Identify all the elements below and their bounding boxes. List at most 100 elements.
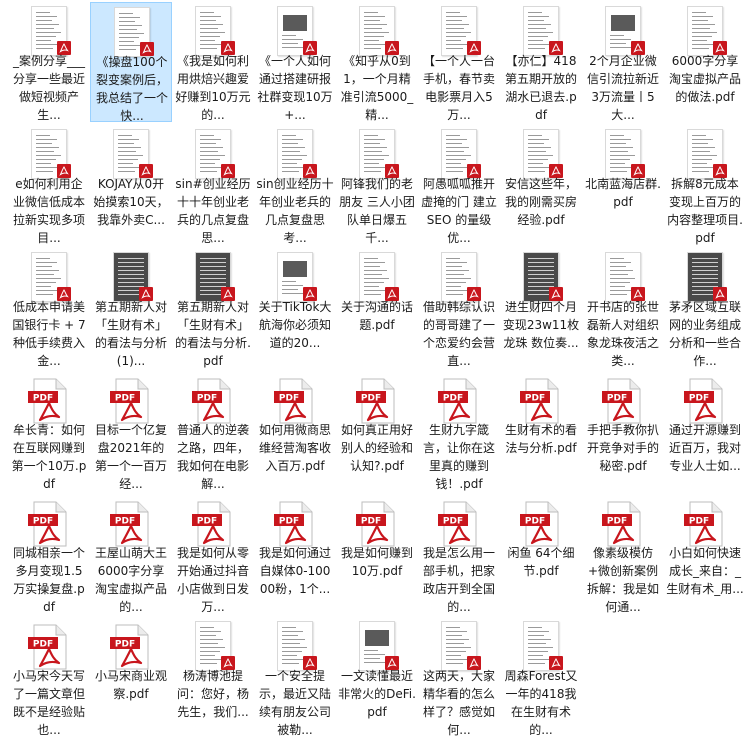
pdf-thumbnail-icon [277, 252, 317, 302]
pdf-badge-icon [221, 286, 235, 301]
file-item[interactable]: 6000字分享淘宝虚拟产品的做法.pdf [664, 2, 744, 122]
pdf-badge-icon [549, 40, 563, 55]
file-item[interactable]: 一文读懂最近非常火的DeFi.pdf [336, 617, 418, 737]
file-item[interactable]: PDF 如何真正用好别人的经验和认知?.pdf [336, 371, 418, 491]
file-item[interactable]: 进生财四个月变现23w11枚龙珠 数位奏... [500, 248, 582, 368]
page-text-line [364, 266, 380, 267]
pdf-file-icon: PDF [26, 623, 74, 671]
file-item[interactable]: PDF 生财九字箴言，让你在这里真的赚到钱！.pdf [418, 371, 500, 491]
file-item[interactable]: 低成本申请美国银行卡 + 7种低手续费入金... [8, 248, 90, 368]
page-text-line [364, 151, 382, 152]
file-item[interactable]: 阿锋我们的老朋友 三人小团队单日爆五千... [336, 125, 418, 245]
file-item[interactable]: 杨涛博池提问：您好，杨先生，我们... [172, 617, 254, 737]
file-item[interactable]: PDF 闲鱼 64个细节.pdf [500, 494, 582, 614]
file-item[interactable]: 开书店的张世磊新人对组织象龙珠夜活之类... [582, 248, 664, 368]
file-item[interactable]: PDF 如何用微商思维经营淘客收入百万.pdf [254, 371, 336, 491]
file-item[interactable]: 第五期新人对「生财有术」的看法与分析(1)... [90, 248, 172, 368]
page-text-line [118, 159, 138, 160]
file-name-label: sin创业经历十年创业老兵的几点复盘思考... [256, 177, 334, 245]
file-item[interactable]: 茅矛区域互联网的业务组成分析和一些合作... [664, 248, 744, 368]
page-text-line [36, 266, 52, 267]
file-item[interactable]: 拆解8元成本变现上百万的内容整理项目.pdf [664, 125, 744, 245]
file-name-label: 进生财四个月变现23w11枚龙珠 数位奏... [502, 300, 580, 350]
file-item[interactable]: 《我是如何利用烘焙兴趣爱好赚到10万元的... [172, 2, 254, 122]
file-item[interactable]: PDF 牟长青：如何在互联网赚到第一个10万.pdf [8, 371, 90, 491]
file-item[interactable]: 一个安全提示，最近又陆续有朋友公司被勒... [254, 617, 336, 737]
pdf-thumbnail-icon [687, 6, 727, 56]
page-text-line [528, 12, 542, 13]
page-preview [605, 6, 641, 56]
page-text-line [119, 29, 137, 30]
page-text-line [282, 293, 305, 294]
file-item[interactable]: 北南蓝海店群.pdf [582, 125, 664, 245]
file-item[interactable]: PDF 通过开源赚到近百万，我对专业人士如... [664, 371, 744, 491]
pdf-file-icon: PDF [26, 377, 74, 425]
file-name-label: 普通人的逆袭之路，四年，我如何在电影解... [176, 423, 249, 491]
page-text-line [36, 20, 52, 21]
page-text-line [200, 278, 226, 279]
page-text-line [446, 155, 471, 156]
file-item[interactable]: sin#创业经历十十年创业老兵的几点复盘思... [172, 125, 254, 245]
file-item[interactable]: KOJAY从0开始摸索10天，我靠外卖C... [90, 125, 172, 245]
page-text-line [200, 274, 226, 275]
file-name-label: 安信这些年，我的刚需买房经验.pdf [504, 177, 577, 227]
file-item[interactable]: PDF 同城相亲一个多月变现1.5万实操复盘.pdf [8, 494, 90, 614]
page-text-line [692, 262, 718, 263]
file-item[interactable]: 周森Forest又一年的418我在生财有术的... [500, 617, 582, 737]
file-item[interactable]: PDF 小白如何快速成长_来自：_生财有术_用... [664, 494, 744, 614]
file-item[interactable]: 《知乎从0到1，一个月精准引流5000_精... [336, 2, 418, 122]
file-name-label: 小白如何快速成长_来自：_生财有术_用... [666, 546, 744, 596]
file-item[interactable]: 关于TikTok大航海你必须知道的20... [254, 248, 336, 368]
file-item[interactable]: 【一个人一台手机，春节卖电影票月入5万... [418, 2, 500, 122]
file-item[interactable]: PDF 小马宋今天写了一篇文章但既不是经验贴也... [8, 617, 90, 737]
file-item[interactable]: 安信这些年，我的刚需买房经验.pdf [500, 125, 582, 245]
page-text-line [118, 171, 135, 172]
file-item[interactable]: 2个月企业微信引流拉新近3万流量丨5大... [582, 2, 664, 122]
file-item[interactable]: 第五期新人对「生财有术」的看法与分析.pdf [172, 248, 254, 368]
file-item[interactable]: 借助韩综认识的哥哥建了一个恋爱约会营直... [418, 248, 500, 368]
pdf-file-icon: PDF [682, 500, 730, 548]
file-item[interactable]: 【亦仁】418第五期开放的湖水已退去.pdf [500, 2, 582, 122]
page-text-line [200, 143, 216, 144]
file-name-label: 第五期新人对「生财有术」的看法与分析(1)... [94, 300, 167, 368]
file-name-label: 《操盘100个裂变案例后，我总结了一个快... [95, 55, 168, 123]
file-item[interactable]: PDF 生财有术的看法与分析.pdf [500, 371, 582, 491]
file-item[interactable]: 《一个人如何通过搭建研报社群变现10万+... [254, 2, 336, 122]
page-text-line [119, 21, 135, 22]
pdf-thumbnail-icon [277, 129, 317, 179]
file-item[interactable]: PDF 目标一个亿复盘2021年的第一个一百万经... [90, 371, 172, 491]
file-item[interactable]: 《操盘100个裂变案例后，我总结了一个快... [90, 2, 172, 123]
file-item[interactable]: PDF 我是如何通过自媒体0-10000粉，1个... [254, 494, 336, 614]
page-text-line [446, 294, 463, 295]
file-name-label: 这两天，大家精华看的怎么样了？感觉如何... [422, 669, 495, 737]
file-item[interactable]: PDF 我是如何从零开始通过抖音小店做到日发万... [172, 494, 254, 614]
page-text-line [446, 643, 464, 644]
file-item[interactable]: _案例分享___分享一些最近做短视频产生... [8, 2, 90, 122]
file-item[interactable]: PDF 普通人的逆袭之路，四年，我如何在电影解... [172, 371, 254, 491]
file-name-label: 我是怎么用一部手机，把家政店开到全国的... [422, 546, 495, 614]
file-item[interactable]: PDF 我是如何赚到10万.pdf [336, 494, 418, 614]
file-item[interactable]: PDF 我是怎么用一部手机，把家政店开到全国的... [418, 494, 500, 614]
page-text-line [610, 147, 633, 148]
file-item[interactable]: sin创业经历十年创业老兵的几点复盘思考... [254, 125, 336, 245]
page-text-line [692, 286, 718, 287]
file-item[interactable]: PDF 王屋山萌大王6000字分享淘宝虚拟产品的... [90, 494, 172, 614]
page-text-line [200, 655, 215, 656]
page-text-line [610, 270, 633, 271]
file-item[interactable]: 关于沟通的话题.pdf [336, 248, 418, 368]
page-text-line [118, 294, 144, 295]
svg-text:PDF: PDF [443, 517, 463, 527]
file-item[interactable]: PDF 手把手教你扒开竞争对手的秘密.pdf [582, 371, 664, 491]
page-text-line [36, 28, 54, 29]
file-name-label: 【一个人一台手机，春节卖电影票月入5万... [422, 54, 495, 122]
page-text-line [528, 155, 553, 156]
file-item[interactable]: 这两天，大家精华看的怎么样了？感觉如何... [418, 617, 500, 737]
file-item[interactable]: PDF 小马宋商业观察.pdf [90, 617, 172, 737]
file-item[interactable]: 阿愚呱呱推开虚掩的门 建立 SEO 的量级优... [418, 125, 500, 245]
page-text-line [528, 159, 548, 160]
file-item[interactable]: PDF 像素级模仿+微创新案例拆解：我是如何通... [582, 494, 664, 614]
page-preview [277, 6, 313, 56]
file-item[interactable]: e如何利用企业微信低成本拉新实现多项目... [8, 125, 90, 245]
pdf-file-icon: PDF [108, 623, 156, 671]
file-name-label: 我是如何赚到10万.pdf [340, 546, 413, 578]
